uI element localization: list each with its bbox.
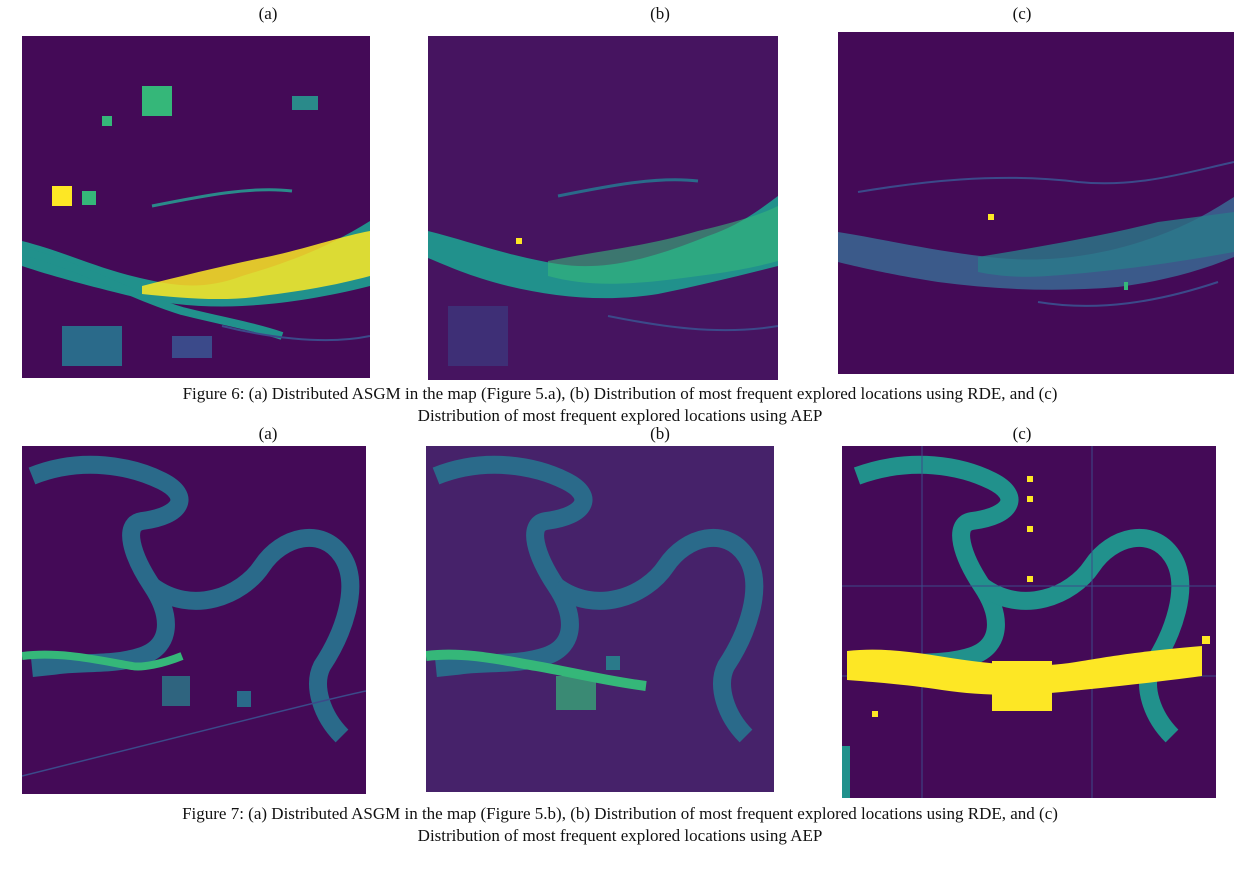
fig6-label-a: (a) [258,4,278,23]
fig6-panel-a-heatmap [22,36,370,378]
fig7-caption-line1: Figure 7: (a) Distributed ASGM in the ma… [182,804,1058,823]
fig7-label-a: (a) [258,424,278,443]
fig7-label-c: (c) [1012,424,1032,443]
fig7-label-b: (b) [650,424,670,443]
fig6-caption: Figure 6: (a) Distributed ASGM in the ma… [0,383,1240,427]
fig7-panel-b-heatmap [426,446,774,792]
fig6-label-c: (c) [1012,4,1032,23]
fig7-panel-c-heatmap [842,446,1216,798]
fig7-caption-line2: Distribution of most frequent explored l… [417,826,823,845]
fig6-panel-c-heatmap [838,32,1234,374]
fig6-caption-line2: Distribution of most frequent explored l… [417,406,823,425]
fig6-panel-b-heatmap [428,36,778,380]
fig6-caption-line1: Figure 6: (a) Distributed ASGM in the ma… [182,384,1058,403]
fig7-panel-a-heatmap [22,446,366,794]
fig7-caption: Figure 7: (a) Distributed ASGM in the ma… [0,803,1240,847]
fig6-label-b: (b) [650,4,670,23]
